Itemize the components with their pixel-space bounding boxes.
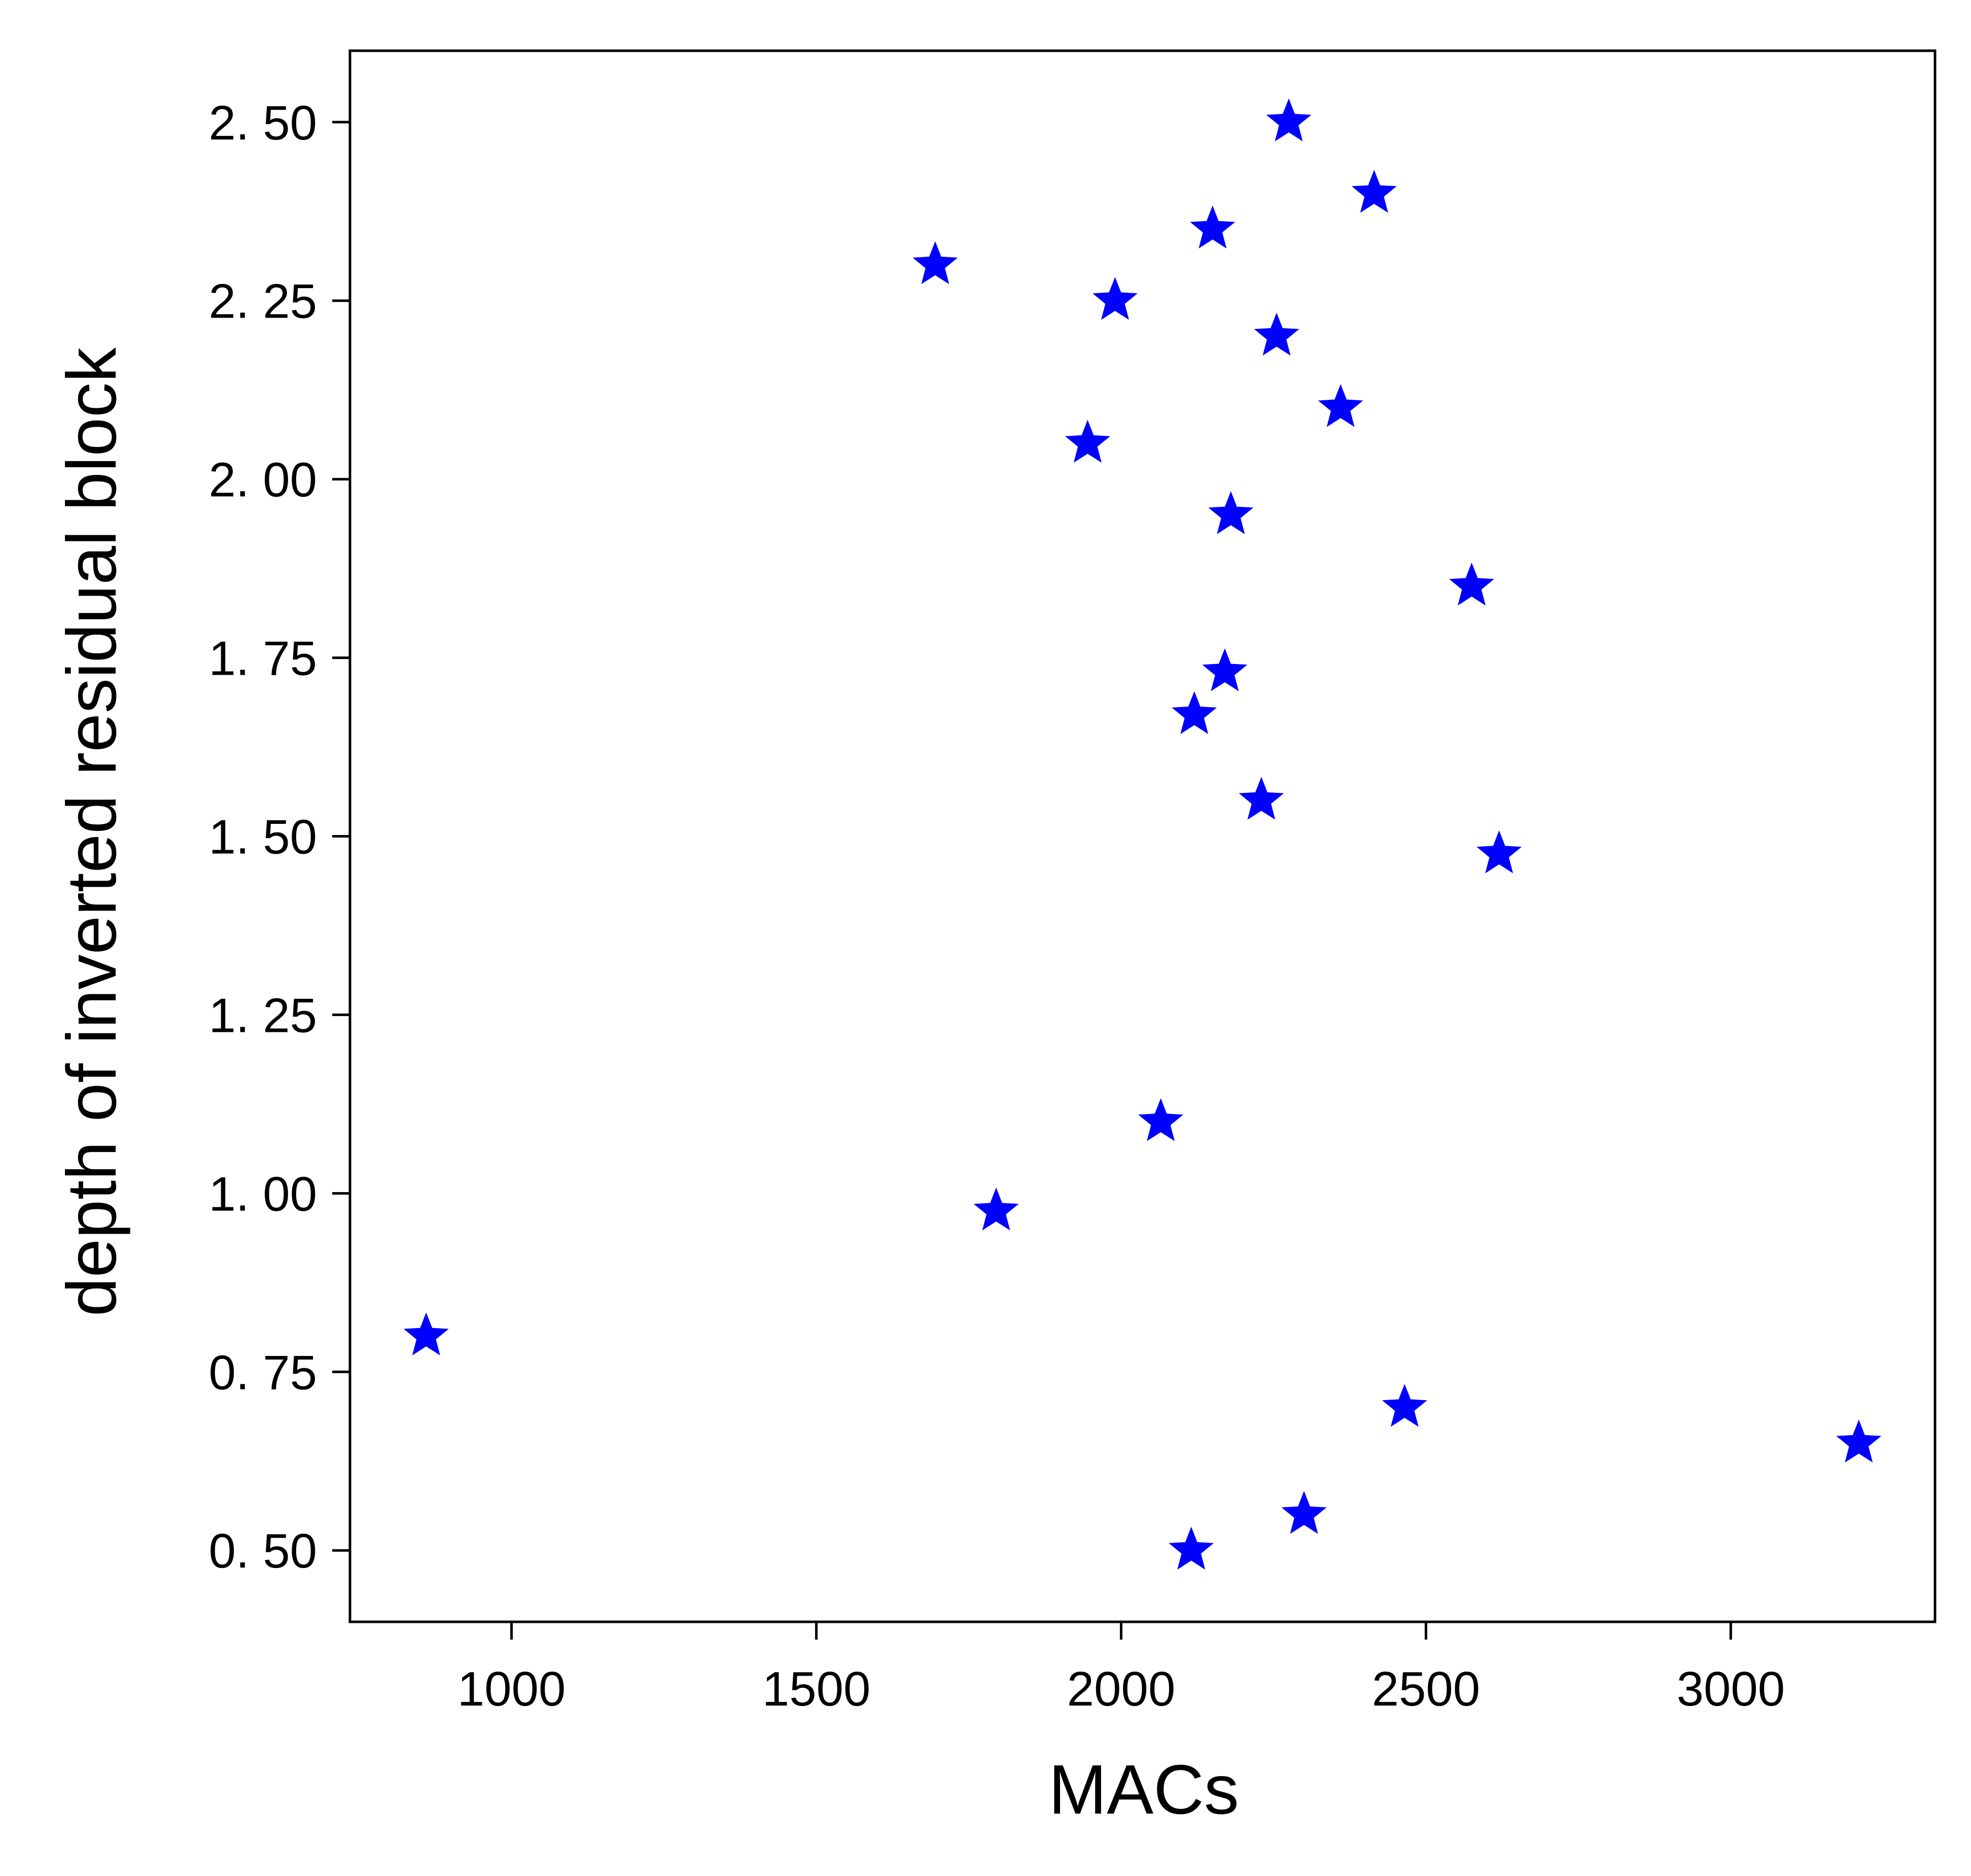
x-tick-label: 2500 [1372,1662,1481,1716]
x-tick-label: 3000 [1677,1662,1785,1716]
data-point [1065,420,1110,463]
data-point [1208,491,1254,534]
data-point [1382,1383,1427,1427]
y-tick-label: 0. 50 [208,1524,317,1578]
data-point [1254,312,1299,356]
y-axis: 0. 50 0. 75 1. 00 1. 25 1. 50 1. 75 2. 00 2. 25… [208,96,350,1578]
data-point [1836,1419,1882,1463]
y-tick-label: 2. 50 [208,96,317,150]
data-point [1172,691,1217,735]
data-point [1169,1526,1214,1570]
y-tick-label: 1. 25 [208,988,317,1043]
y-tick-label: 0. 75 [208,1345,317,1400]
y-axis-title: depth of inverted residual block [53,347,131,1316]
y-tick-label: 1. 75 [208,632,317,686]
x-axis-title: MACs [1048,1751,1239,1829]
data-points [403,98,1882,1570]
data-point [1190,205,1236,249]
data-point [1266,98,1312,142]
data-point [403,1312,449,1356]
x-axis: 1000 1500 2000 2500 3000 [457,1622,1785,1716]
data-point [1239,777,1284,820]
data-point [1281,1491,1327,1534]
data-point [912,241,958,285]
y-tick-label: 1. 00 [208,1167,317,1221]
x-tick-label: 1500 [762,1662,871,1716]
y-tick-label: 2. 25 [208,274,317,329]
y-tick-label: 2. 00 [208,453,317,507]
x-tick-label: 1000 [457,1662,566,1716]
data-point [1092,276,1138,320]
y-tick-label: 1. 50 [208,810,317,864]
data-point [1476,830,1522,874]
x-tick-label: 2000 [1067,1662,1176,1716]
data-point [1138,1098,1184,1141]
data-point [973,1187,1019,1231]
data-point [1202,648,1248,691]
data-point [1449,563,1495,606]
data-point [1351,169,1397,213]
data-point [1318,384,1363,427]
